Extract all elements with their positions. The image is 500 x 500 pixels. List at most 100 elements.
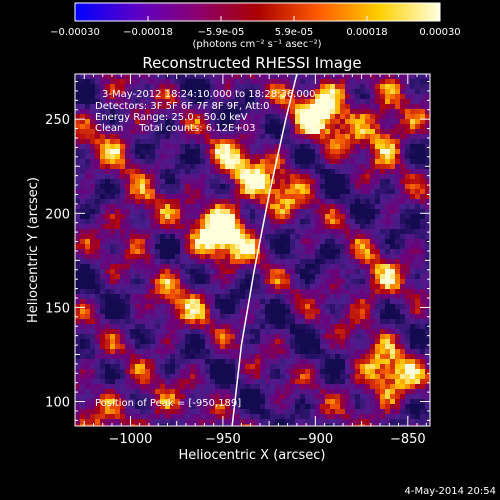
heatmap-cell [280, 344, 285, 349]
heatmap-cell [265, 89, 270, 94]
heatmap-cell [215, 424, 220, 426]
heatmap-cell [190, 369, 195, 374]
heatmap-cell [265, 249, 270, 254]
heatmap-cell [285, 319, 290, 324]
heatmap-cell [345, 209, 350, 214]
heatmap-cell [165, 144, 170, 149]
heatmap-cell [335, 264, 340, 269]
heatmap-cell [315, 269, 320, 274]
heatmap-cell [295, 129, 300, 134]
heatmap-cell [285, 364, 290, 369]
heatmap-cell [235, 119, 240, 124]
heatmap-cell [115, 179, 120, 184]
heatmap-cell [195, 139, 200, 144]
heatmap-cell [290, 119, 295, 124]
heatmap-cell [145, 354, 150, 359]
heatmap-cell [225, 99, 230, 104]
heatmap-cell [385, 264, 390, 269]
heatmap-cell [90, 249, 95, 254]
heatmap-cell [190, 119, 195, 124]
heatmap-cell [205, 419, 210, 424]
heatmap-cell [405, 359, 410, 364]
heatmap-cell [170, 144, 175, 149]
heatmap-cell [330, 414, 335, 419]
heatmap-cell [165, 174, 170, 179]
heatmap-cell [185, 414, 190, 419]
heatmap-cell [370, 244, 375, 249]
heatmap-cell [220, 299, 225, 304]
heatmap-cell [280, 379, 285, 384]
heatmap-cell [260, 409, 265, 414]
heatmap-cell [385, 89, 390, 94]
heatmap-cell [305, 224, 310, 229]
heatmap-cell [355, 164, 360, 169]
heatmap-cell [110, 304, 115, 309]
heatmap-cell [400, 174, 405, 179]
heatmap-cell [220, 314, 225, 319]
heatmap-cell [330, 209, 335, 214]
heatmap-cell [340, 379, 345, 384]
heatmap-cell [315, 159, 320, 164]
heatmap-cell [230, 79, 235, 84]
heatmap-cell [115, 99, 120, 104]
heatmap-cell [205, 144, 210, 149]
heatmap-cell [125, 74, 130, 79]
heatmap-cell [180, 224, 185, 229]
heatmap-cell [120, 239, 125, 244]
heatmap-cell [375, 339, 380, 344]
heatmap-cell [225, 79, 230, 84]
heatmap-cell [395, 299, 400, 304]
heatmap-cell [380, 139, 385, 144]
heatmap-cell [75, 214, 80, 219]
heatmap-cell [85, 214, 90, 219]
heatmap-cell [345, 109, 350, 114]
heatmap-cell [115, 274, 120, 279]
heatmap-cell [160, 319, 165, 324]
heatmap-cell [85, 139, 90, 144]
heatmap-cell [410, 304, 415, 309]
heatmap-cell [210, 304, 215, 309]
heatmap-cell [265, 99, 270, 104]
heatmap-cell [240, 424, 245, 426]
heatmap-cell [240, 299, 245, 304]
heatmap-cell [95, 314, 100, 319]
heatmap-cell [215, 329, 220, 334]
heatmap-cell [380, 164, 385, 169]
heatmap-cell [345, 334, 350, 339]
heatmap-cell [285, 124, 290, 129]
heatmap-cell [250, 349, 255, 354]
heatmap-cell [350, 359, 355, 364]
heatmap-cell [220, 339, 225, 344]
heatmap-cell [255, 379, 260, 384]
heatmap-cell [85, 314, 90, 319]
heatmap-cell [85, 189, 90, 194]
heatmap-cell [230, 89, 235, 94]
heatmap-cell [390, 179, 395, 184]
heatmap-cell [270, 334, 275, 339]
heatmap-cell [385, 124, 390, 129]
heatmap-cell [240, 174, 245, 179]
heatmap-cell [300, 199, 305, 204]
heatmap-cell [265, 244, 270, 249]
heatmap-cell [105, 249, 110, 254]
heatmap-cell [370, 209, 375, 214]
heatmap-cell [305, 294, 310, 299]
heatmap-cell [185, 424, 190, 426]
heatmap-cell [295, 274, 300, 279]
heatmap-cell [200, 219, 205, 224]
heatmap-cell [370, 199, 375, 204]
heatmap-cell [285, 409, 290, 414]
heatmap-cell [335, 124, 340, 129]
heatmap-cell [265, 389, 270, 394]
heatmap-cell [350, 349, 355, 354]
heatmap-cell [235, 329, 240, 334]
heatmap-cell [345, 204, 350, 209]
heatmap-cell [105, 344, 110, 349]
heatmap-cell [215, 339, 220, 344]
heatmap-cell [250, 419, 255, 424]
heatmap-cell [345, 119, 350, 124]
heatmap-cell [275, 354, 280, 359]
heatmap-cell [200, 329, 205, 334]
heatmap-cell [290, 304, 295, 309]
heatmap-cell [390, 264, 395, 269]
